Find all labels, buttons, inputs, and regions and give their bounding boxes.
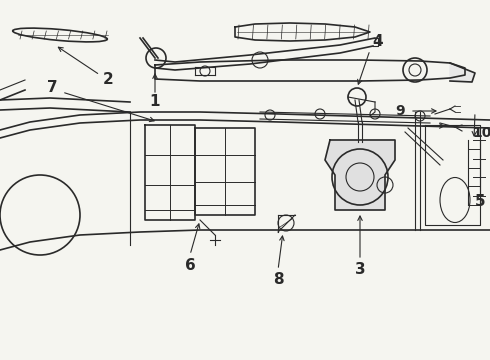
Text: 2: 2 bbox=[102, 72, 113, 87]
Polygon shape bbox=[325, 140, 395, 210]
Text: 10: 10 bbox=[472, 126, 490, 140]
Text: 7: 7 bbox=[47, 81, 57, 95]
Text: 6: 6 bbox=[185, 257, 196, 273]
Text: 3: 3 bbox=[355, 262, 366, 278]
Text: 8: 8 bbox=[273, 273, 283, 288]
Text: 1: 1 bbox=[150, 94, 160, 109]
Polygon shape bbox=[450, 63, 475, 82]
Text: 4: 4 bbox=[373, 35, 383, 49]
Text: 9: 9 bbox=[395, 104, 405, 118]
Text: 5: 5 bbox=[475, 194, 485, 210]
